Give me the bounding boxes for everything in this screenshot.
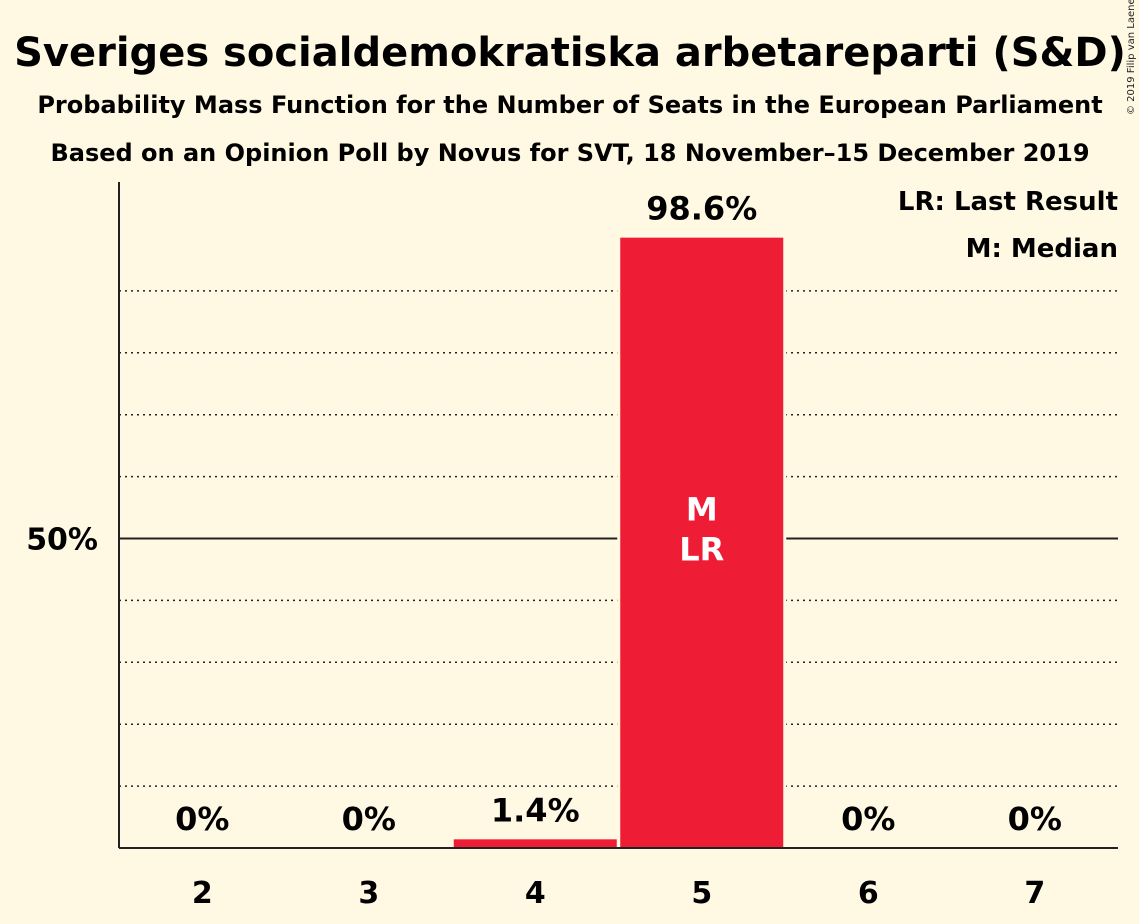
legend-last-result: LR: Last Result xyxy=(898,187,1118,217)
bars: 0% 0% 1.4% 98.6% MLR 0% 0% xyxy=(175,190,1062,848)
y-tick-label-50: 50% xyxy=(26,523,98,558)
bar-value-label-3: 0% xyxy=(342,800,396,838)
bar-value-label-4: 1.4% xyxy=(491,791,580,829)
bar-5 xyxy=(620,237,784,848)
chart-subtitle-1: Probability Mass Function for the Number… xyxy=(37,91,1102,119)
x-tick-label-7: 7 xyxy=(1024,876,1045,911)
x-tick-label-2: 2 xyxy=(192,876,213,911)
bar-value-label-5: 98.6% xyxy=(646,190,757,228)
chart-subtitle-2: Based on an Opinion Poll by Novus for SV… xyxy=(50,139,1089,167)
bar-value-label-6: 0% xyxy=(841,800,895,838)
copyright: © 2019 Filip van Laenen xyxy=(1126,0,1137,115)
bar-4 xyxy=(453,839,617,848)
bar-inside-label-m: M xyxy=(686,491,718,529)
bar-inside-label-lr: LR xyxy=(679,531,724,569)
x-tick-label-3: 3 xyxy=(358,876,379,911)
x-tick-label-4: 4 xyxy=(525,876,546,911)
legend-median: M: Median xyxy=(966,234,1118,264)
chart-title: Sveriges socialdemokratiska arbetarepart… xyxy=(14,30,1126,76)
x-tick-label-6: 6 xyxy=(858,876,879,911)
bar-value-label-7: 0% xyxy=(1008,800,1062,838)
x-tick-label-5: 5 xyxy=(691,876,712,911)
axes: 2 3 4 5 6 7 50% xyxy=(26,182,1118,911)
bar-value-label-2: 0% xyxy=(175,800,229,838)
